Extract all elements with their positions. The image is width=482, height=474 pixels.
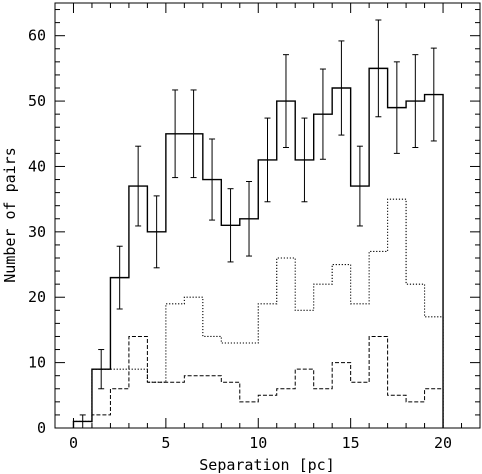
y-tick-label: 60 bbox=[28, 27, 46, 45]
error-bar bbox=[393, 61, 400, 154]
error-bar bbox=[98, 349, 105, 390]
x-tick-label: 20 bbox=[434, 434, 452, 452]
axis-ticks bbox=[54, 3, 481, 429]
plot-content bbox=[72, 19, 444, 429]
error-bar bbox=[319, 68, 326, 160]
series-dotted-line bbox=[72, 198, 444, 428]
series-dashed-line bbox=[73, 335, 444, 429]
x-axis-label: Separation [pc] bbox=[199, 456, 334, 474]
error-bar bbox=[246, 181, 253, 257]
y-tick-label: 30 bbox=[28, 223, 46, 241]
y-axis-label: Number of pairs bbox=[1, 147, 19, 282]
y-tick-label: 40 bbox=[28, 157, 46, 175]
error-bar bbox=[172, 89, 179, 179]
x-tick-label: 5 bbox=[161, 434, 170, 452]
y-tick-label: 10 bbox=[28, 354, 46, 372]
error-bar bbox=[338, 40, 345, 136]
error-bar bbox=[412, 54, 419, 148]
error-bar bbox=[135, 145, 142, 227]
x-tick-label: 0 bbox=[69, 434, 78, 452]
error-bar bbox=[430, 47, 437, 142]
error-bar bbox=[282, 54, 289, 148]
error-bar bbox=[227, 188, 234, 263]
x-tick-label: 10 bbox=[249, 434, 267, 452]
y-tick-label: 20 bbox=[28, 288, 46, 306]
y-tick-label: 50 bbox=[28, 92, 46, 110]
error-bar bbox=[153, 195, 160, 269]
error-bar bbox=[116, 245, 123, 310]
error-bar bbox=[190, 89, 197, 179]
series-solid-line bbox=[72, 67, 444, 428]
tick-labels: 0 5 10 15 20 0 10 20 30 40 50 60 bbox=[28, 27, 452, 452]
error-bar bbox=[264, 117, 271, 203]
error-bar bbox=[375, 19, 382, 118]
error-bar bbox=[301, 117, 308, 203]
y-tick-label: 0 bbox=[37, 419, 46, 437]
x-tick-label: 15 bbox=[342, 434, 360, 452]
plot-frame bbox=[54, 2, 481, 429]
error-bar bbox=[209, 138, 216, 221]
error-bar bbox=[356, 145, 363, 227]
